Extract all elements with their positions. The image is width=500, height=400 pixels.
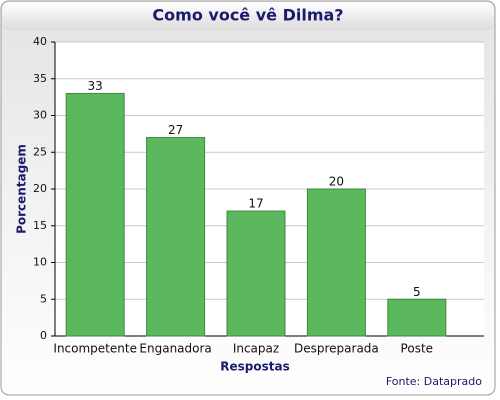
bar [387, 298, 447, 337]
y-tick-label: 10 [33, 256, 47, 269]
y-tick-label: 35 [33, 72, 47, 85]
y-axis-title: Porcentagem [15, 144, 29, 234]
y-tick-label: 40 [33, 35, 47, 48]
value-label: 5 [413, 285, 421, 299]
value-label: 33 [88, 79, 103, 93]
bar [226, 210, 286, 337]
chart-title: Como você vê Dilma? [152, 6, 343, 25]
value-label: 17 [248, 197, 263, 211]
bar [146, 137, 206, 337]
x-tick-label: Poste [401, 342, 434, 356]
x-tick-label: Enganadora [139, 342, 211, 356]
y-tick-label: 20 [33, 182, 47, 195]
x-axis-title: Respostas [220, 360, 289, 374]
x-tick-label: Incapaz [233, 342, 279, 356]
title-bar [2, 2, 494, 30]
y-tick-label: 25 [33, 145, 47, 158]
source: Fonte: Dataprado [386, 375, 482, 388]
y-tick-label: 30 [33, 109, 47, 122]
y-tick-label: 0 [40, 329, 47, 342]
value-label: 20 [329, 175, 344, 189]
y-tick-label: 5 [40, 292, 47, 305]
value-label: 27 [168, 123, 183, 137]
bar [65, 92, 125, 337]
x-tick-label: Despreparada [294, 342, 379, 356]
x-tick-label: Incompetente [53, 342, 137, 356]
y-tick-label: 15 [33, 219, 47, 232]
bar [306, 188, 366, 337]
